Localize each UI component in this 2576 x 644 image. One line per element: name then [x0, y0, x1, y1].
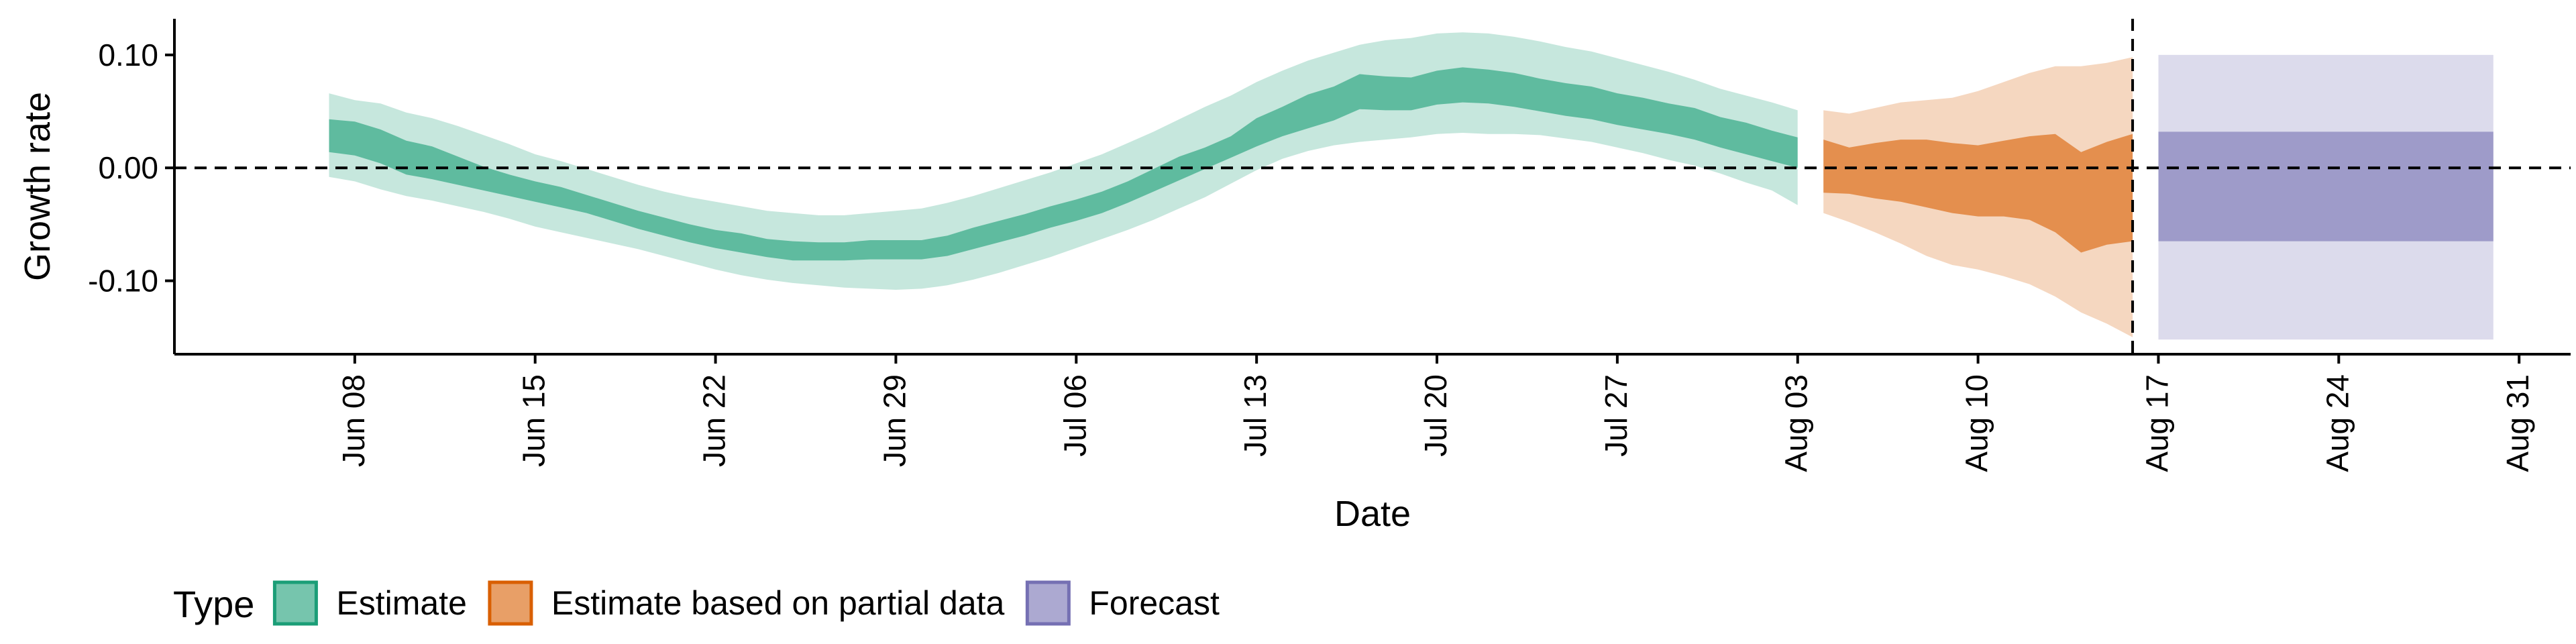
x-tick-label: Jun 08 — [336, 374, 371, 467]
x-tick-label: Aug 31 — [2500, 374, 2535, 472]
legend-label-forecast: Forecast — [1089, 584, 1220, 622]
x-tick-label: Jul 13 — [1238, 374, 1273, 457]
legend-label-estimate: Estimate — [336, 584, 467, 622]
legend-label-estimate-based-on-partial-data: Estimate based on partial data — [551, 584, 1005, 622]
y-tick-label: 0.00 — [98, 150, 158, 185]
band-outer-estimate — [329, 32, 1798, 290]
x-axis-title: Date — [1334, 494, 1411, 534]
y-tick-label: -0.10 — [88, 264, 158, 299]
x-tick-label: Jul 27 — [1599, 374, 1633, 457]
legend-title: Type — [173, 583, 254, 625]
y-axis-title: Growth rate — [17, 92, 58, 281]
x-tick-label: Aug 17 — [2140, 374, 2175, 472]
legend-swatch-estimate-based-on-partial-data — [488, 580, 533, 626]
band-inner-estimate — [329, 67, 1798, 261]
x-tick-label: Jun 15 — [517, 374, 551, 467]
reference-lines — [174, 19, 2571, 354]
legend: Type Estimate Estimate based on partial d… — [173, 580, 1220, 626]
x-tick-label: Aug 24 — [2320, 374, 2355, 472]
x-tick-label: Aug 10 — [1960, 374, 1994, 472]
legend-swatch-forecast — [1025, 580, 1071, 626]
band-inner-estimate-based-on-partial-data — [1823, 133, 2133, 253]
legend-swatch-estimate — [272, 580, 318, 626]
x-tick-label: Jun 29 — [877, 374, 912, 467]
x-tick-label: Aug 03 — [1779, 374, 1814, 472]
band-inner-forecast — [2158, 131, 2493, 241]
x-ticks: Jun 08 Jun 15 Jun 22 Jun 29 Jul 06 Jul 13 Jul … — [336, 354, 2535, 472]
x-tick-label: Jun 22 — [697, 374, 732, 467]
band-layer — [329, 32, 2493, 340]
axes — [173, 19, 2571, 356]
y-tick-label: 0.10 — [98, 38, 158, 72]
y-ticks: -0.10 0.00 0.10 — [88, 38, 174, 299]
x-tick-label: Jul 06 — [1057, 374, 1092, 457]
x-tick-label: Jul 20 — [1418, 374, 1453, 457]
